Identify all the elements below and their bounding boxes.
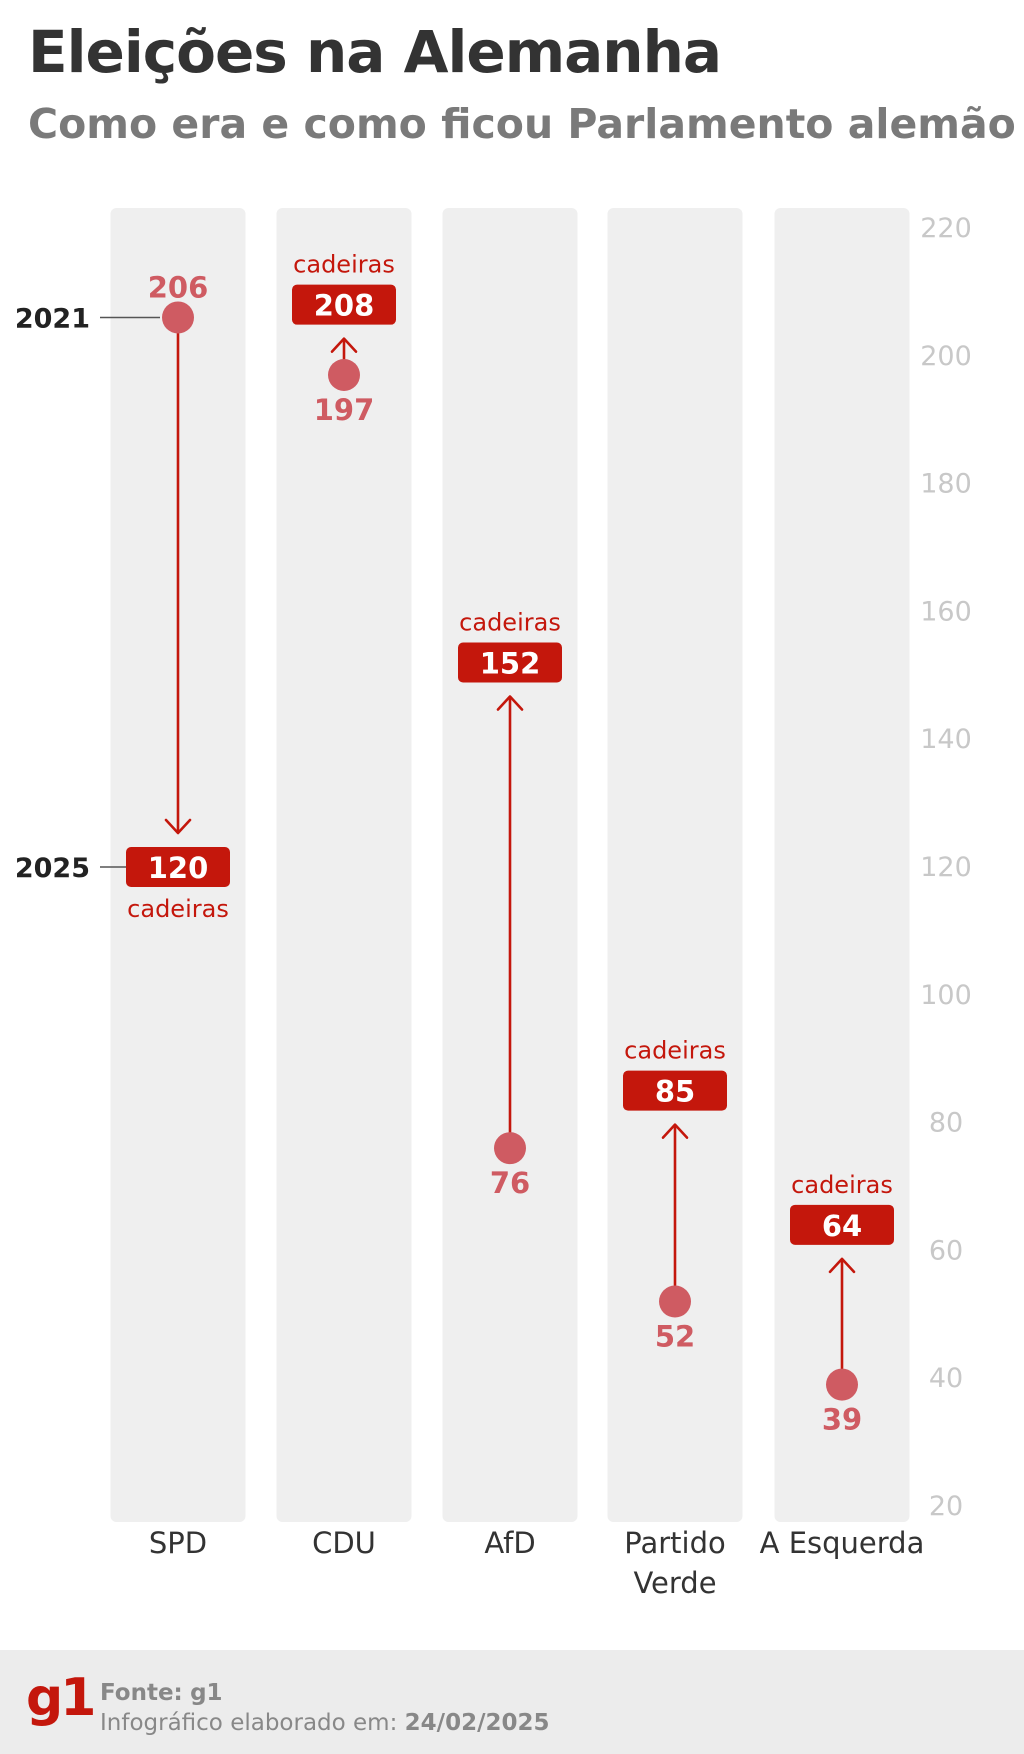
value-label-2021: 76 [490, 1166, 530, 1200]
chart-subtitle: Como era e como ficou Parlamento alemão [28, 100, 1016, 148]
arrow-head [828, 1257, 856, 1274]
made-line: Infográfico elaborado em: 24/02/2025 [100, 1710, 549, 1736]
y-tick-label: 180 [920, 469, 972, 500]
y-tick-label: 140 [920, 724, 972, 755]
value-label-2025: 64 [822, 1209, 862, 1243]
value-label-2021: 206 [148, 270, 209, 304]
column-bg [774, 208, 910, 1522]
y-tick-label: 20 [929, 1491, 963, 1522]
value-box-2025 [790, 1204, 894, 1245]
point-2021 [328, 358, 360, 391]
unit-label: cadeiras [624, 1037, 726, 1065]
value-box-2025 [458, 642, 562, 683]
value-label-2021: 39 [822, 1403, 862, 1437]
made-label: Infográfico elaborado em: [100, 1710, 398, 1736]
y-tick-label: 160 [920, 596, 972, 627]
dumbbell-4: 39 64 cadeiras [790, 1171, 894, 1437]
column-bg [276, 208, 412, 1522]
category-label: Verde [633, 1566, 716, 1600]
value-box-2025 [623, 1070, 727, 1111]
source-line: Fonte: g1 [100, 1680, 223, 1706]
point-2021 [826, 1368, 858, 1401]
value-label-2025: 208 [314, 289, 375, 323]
dumbbell-chart: 220 200 180 160 140 120 100 80 60 40 20 206 120 cade… [15, 208, 972, 1600]
unit-label: cadeiras [791, 1171, 893, 1199]
arrow-head [330, 337, 358, 353]
category-label: CDU [312, 1526, 376, 1560]
value-box-2025 [126, 847, 230, 887]
y-tick-label: 200 [920, 341, 972, 372]
chart-title: Eleições na Alemanha [28, 18, 722, 86]
value-label-2025: 85 [655, 1075, 695, 1109]
dumbbell-0: 206 120 cadeiras [126, 270, 230, 923]
y-tick-label: 40 [929, 1363, 963, 1394]
point-2021 [162, 301, 194, 334]
unit-label: cadeiras [293, 251, 395, 279]
g1-logo: g1 [26, 1668, 96, 1728]
y-tick-label: 60 [929, 1235, 963, 1266]
value-label-2021: 52 [655, 1320, 695, 1354]
value-label-2021: 197 [314, 393, 375, 427]
footer: g1 Fonte: g1 Infográfico elaborado em: 2… [0, 1650, 1024, 1754]
arrow-head [661, 1123, 689, 1139]
arrow-head [496, 695, 524, 711]
arrow-head [164, 818, 192, 835]
category-label: A Esquerda [760, 1526, 925, 1560]
column-bg [607, 208, 743, 1522]
dumbbell-3: 52 85 cadeiras [623, 1037, 727, 1354]
year-label-2025: 2025 [15, 853, 90, 884]
y-tick-label: 120 [920, 852, 972, 883]
value-label-2025: 152 [480, 647, 541, 681]
source-label: Fonte: [100, 1680, 183, 1706]
value-label-2025: 120 [148, 851, 209, 885]
value-box-2025 [292, 284, 396, 325]
category-label: SPD [149, 1526, 207, 1560]
category-label: AfD [484, 1526, 535, 1560]
source-value: g1 [190, 1680, 223, 1706]
dumbbell-2: 76 152 cadeiras [458, 609, 562, 1200]
category-label: Partido [624, 1526, 725, 1560]
y-tick-label: 80 [929, 1108, 963, 1139]
dumbbell-1: 197 208 cadeiras [292, 251, 396, 427]
point-2021 [659, 1285, 691, 1318]
year-label-2021: 2021 [15, 303, 90, 334]
point-2021 [494, 1132, 526, 1165]
y-tick-label: 100 [920, 980, 972, 1011]
y-tick-label: 220 [920, 213, 972, 244]
unit-label: cadeiras [127, 895, 229, 923]
unit-label: cadeiras [459, 609, 561, 637]
made-date: 24/02/2025 [404, 1710, 550, 1736]
